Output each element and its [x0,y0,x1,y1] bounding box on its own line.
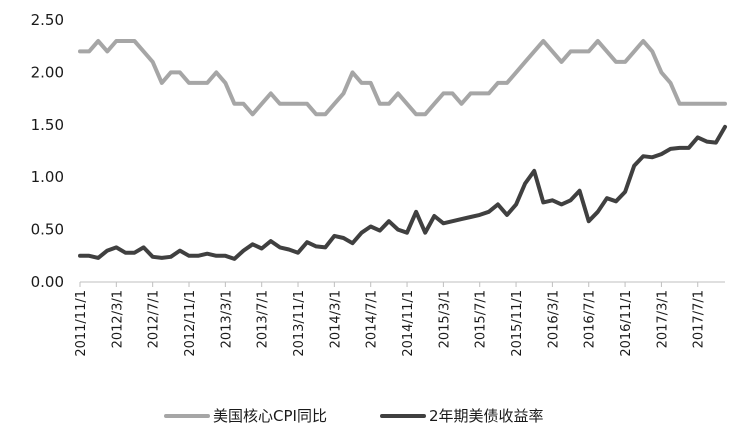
series-lines [78,39,727,261]
legend-label-1: 2年期美债收益率 [429,407,544,425]
x-tick-label: 2016/7/1 [583,290,598,348]
x-tick-label: 2014/11/1 [401,290,416,357]
y-tick-label: 1.50 [31,116,64,134]
x-axis-ticks: 2011/11/1 2012/3/1 2012/7/1 2012/11/1 2013/3… [74,282,707,357]
y-tick-label: 0.00 [31,273,64,291]
x-tick-label: 2016/3/1 [546,290,561,348]
x-tick-label: 2012/11/1 [183,290,198,357]
y-tick-label: 1.00 [31,168,64,186]
x-tick-label: 2015/3/1 [437,290,452,348]
series-line-1 [78,124,727,261]
x-tick-label: 2014/3/1 [328,290,343,348]
y-tick-label: 2.50 [31,11,64,29]
x-tick-label: 2015/11/1 [510,290,525,357]
x-tick-label: 2013/7/1 [256,290,271,348]
x-tick-label: 2011/11/1 [74,290,89,357]
legend: 美国核心CPI同比 2年期美债收益率 [164,407,544,425]
x-tick-label: 2012/7/1 [147,290,162,348]
x-tick-label: 2014/7/1 [365,290,380,348]
x-tick-label: 2016/11/1 [619,290,634,357]
x-tick-label: 2017/7/1 [692,290,707,348]
x-tick-label: 2012/3/1 [110,290,125,348]
series-line-0 [78,39,727,117]
y-tick-label: 0.50 [31,221,64,239]
y-tick-label: 2.00 [31,63,64,81]
x-tick-label: 2017/3/1 [655,290,670,348]
legend-label-0: 美国核心CPI同比 [213,407,327,425]
x-tick-label: 2015/7/1 [474,290,489,348]
x-tick-label: 2013/3/1 [219,290,234,348]
y-axis-ticks: 0.00 0.50 1.00 1.50 2.00 2.50 [31,11,64,291]
x-tick-label: 2013/11/1 [292,290,307,357]
